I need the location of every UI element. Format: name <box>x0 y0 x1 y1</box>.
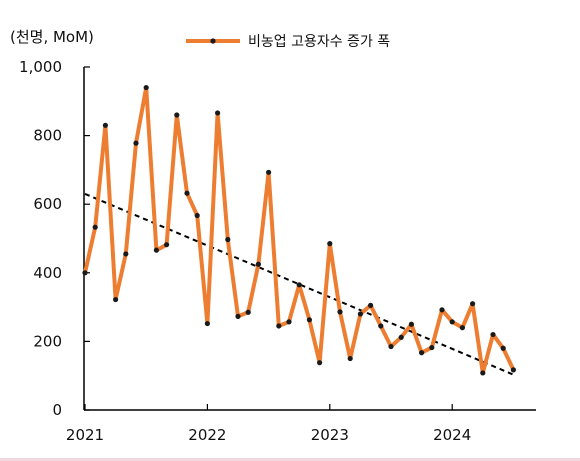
data-point <box>276 323 282 329</box>
data-point <box>113 296 119 303</box>
data-point <box>266 169 272 175</box>
data-point <box>174 112 180 118</box>
x-tick-label: 2024 <box>433 426 471 444</box>
data-point <box>143 84 149 91</box>
data-point <box>480 370 486 376</box>
data-point <box>123 251 129 257</box>
data-point <box>490 331 496 338</box>
trendline <box>84 192 514 376</box>
data-point <box>368 302 374 308</box>
data-point <box>378 323 384 329</box>
data-point <box>92 224 98 230</box>
data-point <box>317 360 323 366</box>
data-point <box>306 317 312 323</box>
legend: 비농업 고용자수 증가 폭 <box>186 34 390 50</box>
data-point <box>357 311 363 317</box>
y-tick-label: 400 <box>33 264 62 282</box>
data-point <box>296 282 302 288</box>
x-tick-label: 2021 <box>66 426 104 444</box>
data-point <box>245 309 251 315</box>
data-point <box>102 122 108 128</box>
data-point <box>215 110 221 116</box>
data-point <box>82 270 88 276</box>
y-tick-label: 0 <box>52 401 62 419</box>
y-tick-label: 600 <box>33 195 62 213</box>
y-axis: 0 200 400 600 800 1,000 <box>19 58 90 419</box>
data-point <box>470 301 476 307</box>
data-point <box>449 319 455 325</box>
trendline-layer <box>84 192 514 376</box>
x-tick-label: 2023 <box>311 426 349 444</box>
data-point <box>327 241 333 247</box>
data-point <box>133 140 139 146</box>
data-point <box>235 313 241 319</box>
data-point <box>419 350 425 356</box>
data-point <box>388 343 394 350</box>
series-line <box>83 85 516 375</box>
data-point <box>204 320 210 327</box>
x-axis: 2021 2022 2023 2024 <box>66 404 536 444</box>
data-point <box>398 334 404 340</box>
data-point <box>408 321 414 327</box>
y-unit-label: (천명, MoM) <box>10 28 94 46</box>
data-point <box>459 325 465 331</box>
y-tick-label: 1,000 <box>19 58 62 76</box>
bottom-divider <box>0 458 580 461</box>
data-point <box>225 236 231 243</box>
data-point <box>500 345 506 351</box>
data-point <box>429 344 435 351</box>
legend-label: 비농업 고용자수 증가 폭 <box>248 34 390 50</box>
data-point <box>164 242 170 248</box>
data-point <box>153 247 159 253</box>
y-tick-label: 200 <box>33 332 62 350</box>
data-point <box>255 261 261 267</box>
data-point <box>337 309 343 315</box>
series-layer <box>82 84 516 376</box>
data-point <box>439 307 445 313</box>
data-point <box>510 367 516 373</box>
data-point <box>347 355 353 362</box>
legend-swatch-marker <box>210 38 216 44</box>
x-tick-label: 2022 <box>188 426 226 444</box>
data-point <box>286 319 292 325</box>
data-point <box>194 212 200 219</box>
data-point <box>184 190 190 196</box>
y-tick-label: 800 <box>33 127 62 145</box>
